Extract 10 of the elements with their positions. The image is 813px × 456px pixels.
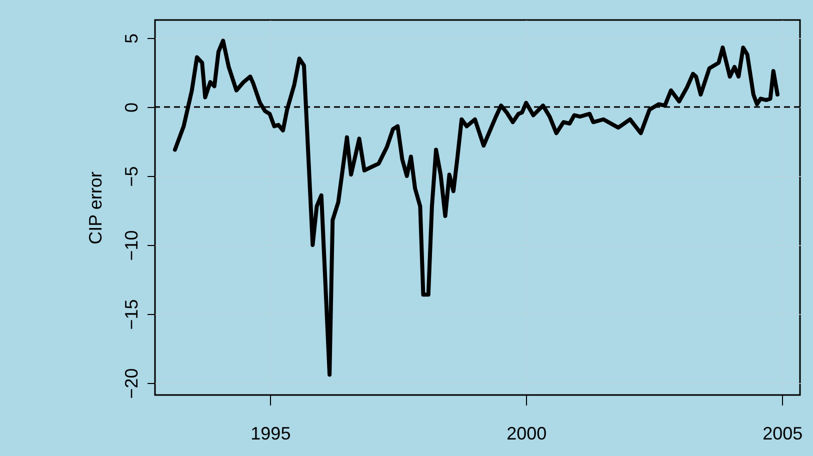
y-tick-label: −5 — [122, 166, 142, 187]
y-axis-title: CIP error — [86, 172, 106, 244]
y-tick-label: −10 — [122, 230, 142, 261]
x-tick-label: 1995 — [250, 424, 291, 444]
y-tick-label: −15 — [122, 299, 142, 330]
y-tick-label: −20 — [122, 368, 142, 399]
x-tick-label: 2005 — [762, 424, 803, 444]
y-tick-label: 5 — [122, 33, 142, 44]
y-tick-label: 0 — [122, 102, 142, 112]
x-tick-label: 2000 — [506, 424, 547, 444]
